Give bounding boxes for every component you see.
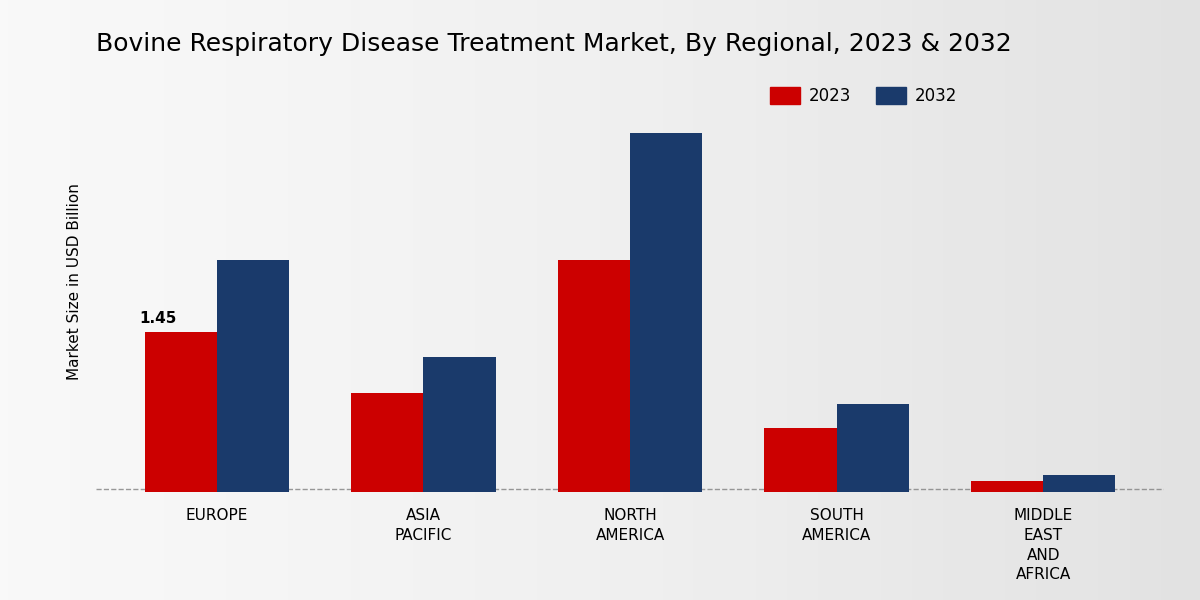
Bar [424,357,496,492]
Text: 1.45: 1.45 [139,311,176,326]
Text: Bovine Respiratory Disease Treatment Market, By Regional, 2023 & 2032: Bovine Respiratory Disease Treatment Mar… [96,32,1012,56]
Bar [1043,475,1116,492]
Bar [971,481,1043,492]
Bar [558,260,630,492]
Legend: 2023, 2032: 2023, 2032 [763,80,964,112]
Bar [217,260,289,492]
Bar [764,428,836,492]
Bar [630,133,702,492]
Bar [352,392,424,492]
Bar [144,332,217,492]
Bar [836,404,908,492]
Y-axis label: Market Size in USD Billion: Market Size in USD Billion [67,184,82,380]
